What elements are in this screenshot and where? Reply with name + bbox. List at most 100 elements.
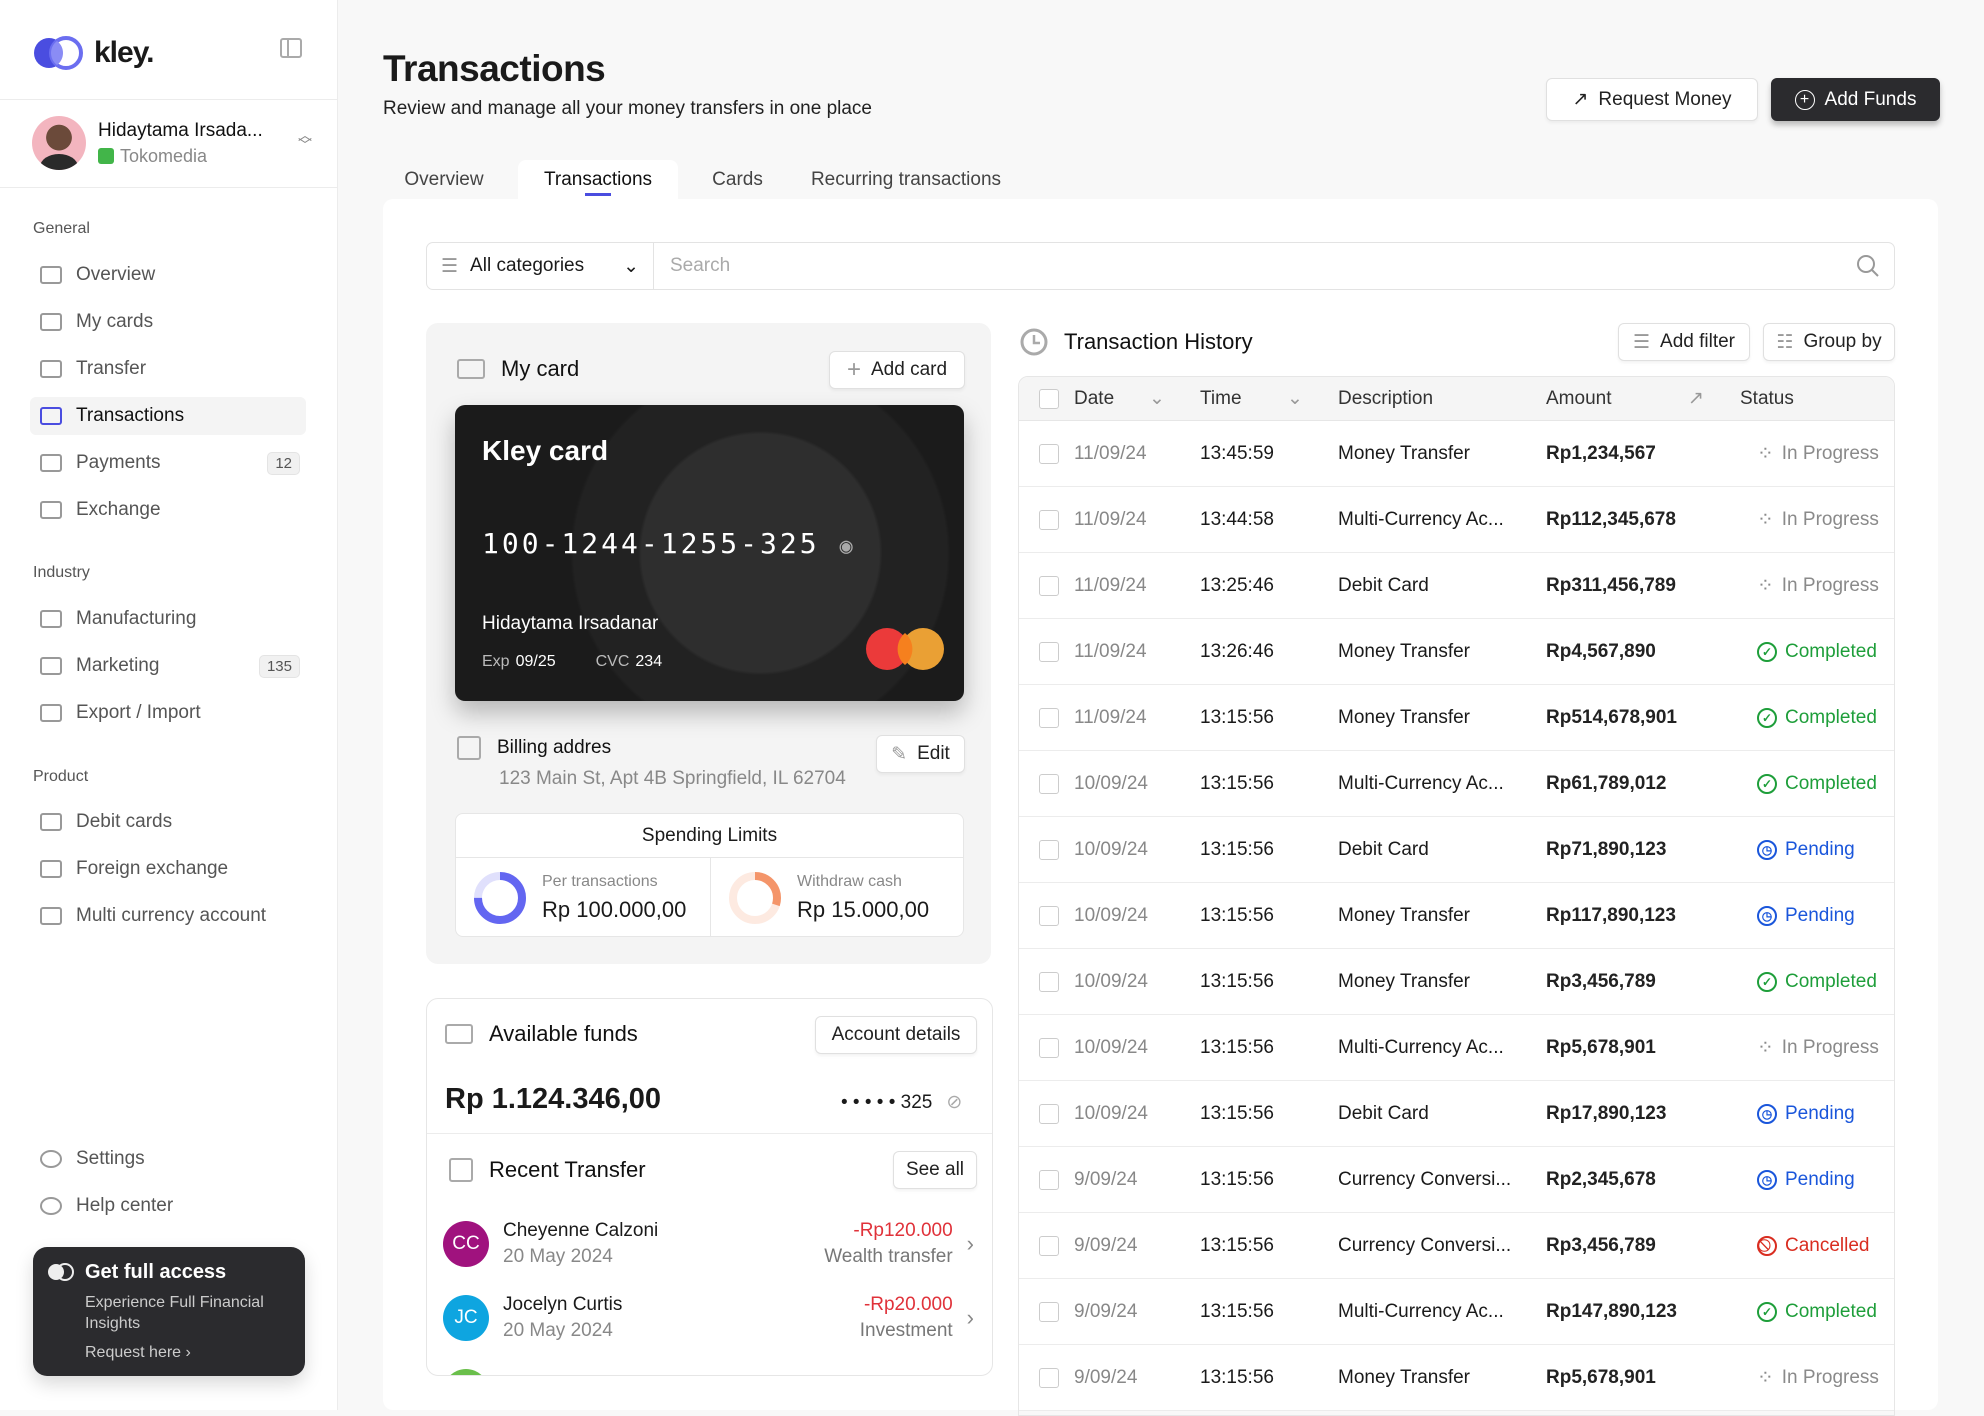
profile-switcher[interactable]: Hidaytama Irsada... Tokomedia ︿ ﹀	[32, 116, 312, 170]
eye-off-icon[interactable]: ⊘	[946, 1092, 963, 1113]
card-icon	[457, 359, 485, 379]
table-row[interactable]: 11/09/24 13:25:46 Debit Card Rp311,456,789 ⁘…	[1019, 553, 1894, 619]
select-all-checkbox[interactable]	[1039, 388, 1059, 409]
table-row[interactable]: 11/09/24 13:44:58 Multi-Currency Ac... Rp11…	[1019, 487, 1894, 553]
sidebar-item-label: Settings	[76, 1148, 145, 1169]
group-by-button[interactable]: ☷ Group by	[1763, 323, 1895, 361]
cell-amount: Rp71,890,123	[1546, 838, 1667, 860]
cell-time: 13:26:46	[1200, 640, 1274, 662]
table-row[interactable]: 10/09/24 13:15:56 Multi-Currency Ac... Rp5,…	[1019, 1015, 1894, 1081]
chevron-down-icon[interactable]: ⌄	[1149, 388, 1165, 409]
table-row[interactable]: 10/09/24 13:15:56 Debit Card Rp17,890,123 ◷ P…	[1019, 1081, 1894, 1147]
row-checkbox[interactable]	[1039, 641, 1059, 662]
sidebar-item-multi-currency-account[interactable]: Multi currency account	[30, 897, 306, 935]
search-input[interactable]	[654, 255, 1856, 277]
cell-amount: Rp311,456,789	[1546, 574, 1676, 596]
table-row[interactable]: 9/09/24 13:15:56 Multi-Currency Ac... Rp147…	[1019, 1279, 1894, 1345]
row-checkbox[interactable]	[1039, 1301, 1059, 1322]
category-dropdown[interactable]: ☰ All categories ⌄	[427, 243, 654, 289]
recent-transfer-item[interactable]: JC Jocelyn Curtis 20 May 2024 -Rp20.000 Inve…	[443, 1281, 978, 1355]
limit-value: Rp 100.000,00	[542, 896, 687, 922]
table-row[interactable]: 11/09/24 13:15:56 Money Transfer Rp514,678,…	[1019, 685, 1894, 751]
row-checkbox[interactable]	[1039, 971, 1059, 992]
sidebar-item-exchange[interactable]: Exchange	[30, 491, 306, 529]
tab-cards[interactable]: Cards	[712, 169, 763, 190]
kley-card[interactable]: Kley card 100-1244-1255-325 ◉ Hidaytama …	[455, 405, 964, 701]
history-title: Transaction History	[1020, 328, 1253, 356]
sidebar-item-transfer[interactable]: Transfer	[30, 350, 306, 388]
status-badge: ⁘ In Progress	[1757, 1345, 1879, 1410]
card-icon	[40, 313, 62, 331]
sidebar-item-overview[interactable]: Overview	[30, 256, 306, 294]
row-checkbox[interactable]	[1039, 707, 1059, 728]
status-badge: ✓ Completed	[1757, 751, 1877, 816]
row-checkbox[interactable]	[1039, 1235, 1059, 1256]
table-row[interactable]: 10/09/24 13:15:56 Multi-Currency Ac... Rp61…	[1019, 751, 1894, 817]
cell-amount: Rp5,678,901	[1546, 1036, 1656, 1058]
avatar: JC	[443, 1295, 489, 1341]
sidebar-item-help[interactable]: Help center	[30, 1187, 306, 1225]
table-row[interactable]: 10/09/24 13:15:56 Money Transfer Rp3,456,78…	[1019, 949, 1894, 1015]
col-time[interactable]: Time	[1200, 387, 1242, 409]
card-holder: Hidaytama Irsadanar	[482, 613, 659, 634]
row-checkbox[interactable]	[1039, 443, 1059, 464]
table-row[interactable]: 9/09/24 13:15:56 Currency Conversi... Rp2,3…	[1019, 1147, 1894, 1213]
eye-icon[interactable]: ◉	[839, 534, 853, 559]
sidebar-item-foreign-exchange[interactable]: Foreign exchange	[30, 850, 306, 888]
sidebar-item-payments[interactable]: Payments 12	[30, 444, 306, 482]
cell-time: 13:15:56	[1200, 1036, 1274, 1058]
recent-transfer-item[interactable]: TPTatiana Passaquindici Arcand-Rp110.000…	[443, 1355, 978, 1375]
cell-time: 13:15:56	[1200, 1366, 1274, 1388]
table-row[interactable]: 9/09/24 13:15:56 Money Transfer Rp5,678,901…	[1019, 1345, 1894, 1411]
limit-item: Per transactions Rp 100.000,00	[456, 858, 710, 937]
sidebar-item-my-cards[interactable]: My cards	[30, 303, 306, 341]
sidebar-item-manufacturing[interactable]: Manufacturing	[30, 600, 306, 638]
table-row[interactable]: 10/09/24 13:15:56 Debit Card Rp71,890,123 ◷ P…	[1019, 817, 1894, 883]
table-row[interactable]: 10/09/24 13:15:56 Money Transfer Rp117,890,…	[1019, 883, 1894, 949]
sidebar-item-transactions[interactable]: Transactions	[30, 397, 306, 435]
search-icon[interactable]	[1856, 254, 1880, 278]
filter-icon: ☰	[441, 255, 459, 277]
request-money-button[interactable]: ↗ Request Money	[1546, 78, 1758, 121]
add-funds-button[interactable]: + Add Funds	[1771, 78, 1940, 121]
sidebar-toggle-icon[interactable]	[280, 38, 302, 58]
status-label: In Progress	[1781, 574, 1879, 596]
tab-overview[interactable]: Overview	[404, 169, 484, 190]
promo-link[interactable]: Request here ›	[85, 1344, 191, 1361]
cell-date: 10/09/24	[1074, 1102, 1148, 1124]
row-checkbox[interactable]	[1039, 905, 1059, 926]
avatar: TP	[443, 1369, 489, 1375]
sidebar-item-debit-cards[interactable]: Debit cards	[30, 803, 306, 841]
row-checkbox[interactable]	[1039, 1169, 1059, 1190]
add-filter-button[interactable]: ☰ Add filter	[1618, 323, 1750, 361]
cell-time: 13:15:56	[1200, 904, 1274, 926]
row-checkbox[interactable]	[1039, 575, 1059, 596]
logo[interactable]: kley.	[32, 36, 154, 70]
see-all-button[interactable]: See all	[893, 1151, 977, 1189]
sidebar-item-marketing[interactable]: Marketing 135	[30, 647, 306, 685]
table-row[interactable]: 11/09/24 13:45:59 Money Transfer Rp1,234,56…	[1019, 421, 1894, 487]
recent-transfer-item[interactable]: CC Cheyenne Calzoni 20 May 2024 -Rp120.000 W…	[443, 1207, 978, 1281]
chevron-right-icon: ›	[966, 1305, 974, 1330]
row-checkbox[interactable]	[1039, 1103, 1059, 1124]
account-details-button[interactable]: Account details	[815, 1016, 977, 1054]
row-checkbox[interactable]	[1039, 1367, 1059, 1388]
tab-transactions[interactable]: Transactions	[518, 160, 678, 200]
row-checkbox[interactable]	[1039, 509, 1059, 530]
section-industry: Industry	[33, 564, 90, 581]
col-date[interactable]: Date	[1074, 387, 1115, 409]
row-checkbox[interactable]	[1039, 1037, 1059, 1058]
layout-icon	[40, 266, 62, 284]
table-row[interactable]: 9/09/24 13:15:56 Currency Conversi... Rp3,4…	[1019, 1213, 1894, 1279]
cell-date: 11/09/24	[1074, 706, 1147, 728]
row-checkbox[interactable]	[1039, 839, 1059, 860]
table-row[interactable]: 11/09/24 13:26:46 Money Transfer Rp4,567,89…	[1019, 619, 1894, 685]
external-link-icon[interactable]: ↗	[1688, 388, 1704, 409]
edit-billing-button[interactable]: ✎ Edit	[876, 735, 965, 773]
sidebar-item-settings[interactable]: Settings	[30, 1140, 306, 1178]
add-card-button[interactable]: + Add card	[829, 351, 965, 389]
chevron-down-icon[interactable]: ⌄	[1287, 388, 1303, 409]
tab-recurring[interactable]: Recurring transactions	[810, 169, 1002, 190]
row-checkbox[interactable]	[1039, 773, 1059, 794]
sidebar-item-export-import[interactable]: Export / Import	[30, 694, 306, 732]
